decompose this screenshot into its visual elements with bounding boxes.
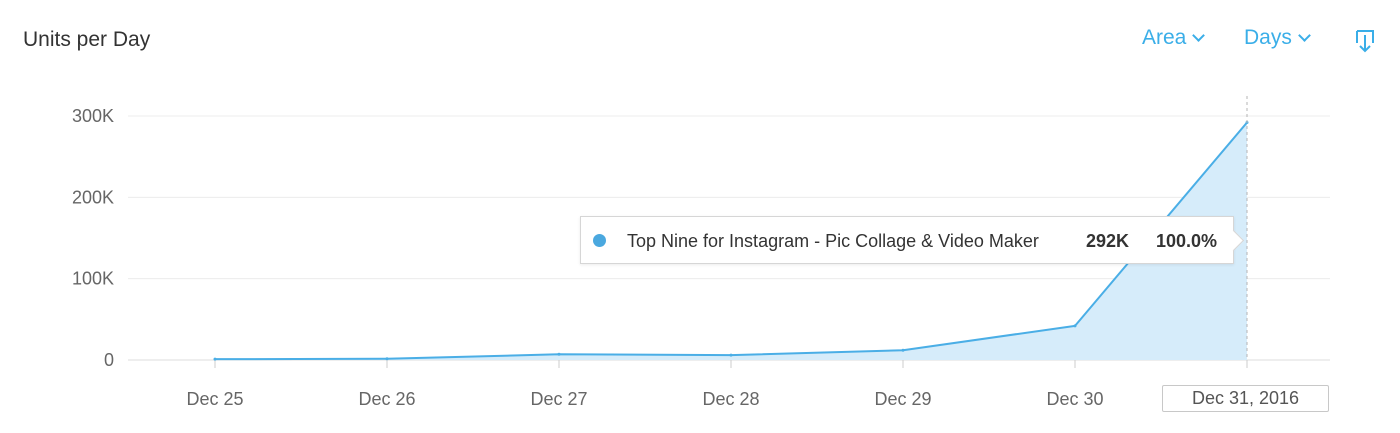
tooltip-series-name: Top Nine for Instagram - Pic Collage & V… (627, 231, 1039, 251)
download-icon[interactable] (1354, 29, 1376, 55)
data-point (213, 357, 217, 361)
y-tick-label: 100K (72, 269, 114, 289)
highlighted-date-badge: Dec 31, 2016 (1162, 385, 1329, 412)
days-dropdown-label: Days (1244, 26, 1292, 49)
series-area-fill (215, 122, 1247, 360)
days-dropdown[interactable]: Days (1244, 26, 1311, 50)
x-tick-label: Dec 29 (874, 389, 931, 409)
area-dropdown-label: Area (1142, 26, 1187, 49)
data-point (729, 353, 733, 357)
chart-title: Units per Day (23, 28, 151, 51)
tooltip-value: 292K (1086, 231, 1130, 251)
y-tick-label: 200K (72, 187, 114, 207)
x-tick-label: Dec 28 (702, 389, 759, 409)
x-tick-label: Dec 25 (186, 389, 243, 409)
data-point (385, 357, 389, 361)
data-point (901, 348, 905, 352)
x-tick-label: Dec 30 (1046, 389, 1103, 409)
x-axis-ticks: Dec 25 Dec 26 Dec 27 Dec 28 Dec 29 Dec 30 (186, 360, 1248, 409)
tooltip: Top Nine for Instagram - Pic Collage & V… (580, 216, 1234, 264)
x-tick-label: Dec 27 (530, 389, 587, 409)
data-point (557, 352, 561, 356)
area-dropdown[interactable]: Area (1142, 26, 1206, 50)
x-tick-label: Dec 26 (358, 389, 415, 409)
y-tick-label: 300K (72, 106, 114, 126)
tooltip-percent: 100.0% (1156, 231, 1218, 251)
y-axis-ticks: 0 100K 200K 300K (72, 106, 114, 370)
series-dot (593, 234, 606, 247)
y-tick-label: 0 (104, 350, 114, 370)
data-point (1073, 324, 1077, 328)
